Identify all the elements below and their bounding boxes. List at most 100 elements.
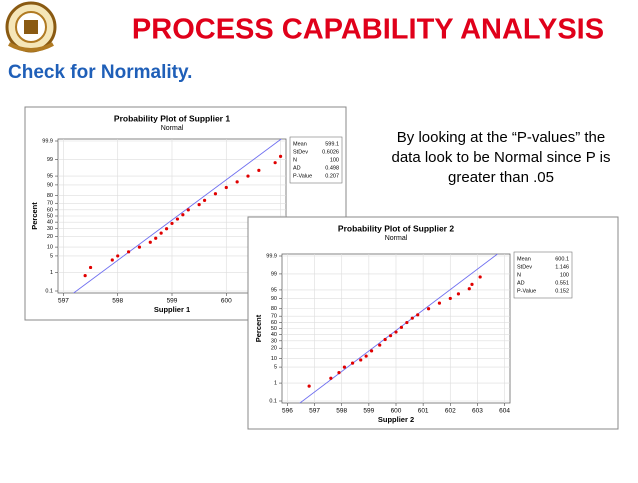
data-point (235, 180, 239, 184)
data-point (378, 343, 382, 347)
data-point (448, 296, 452, 301)
stats-value: 0.498 (325, 165, 339, 171)
stats-label: StDev (517, 264, 532, 270)
stats-value: 0.207 (325, 173, 339, 179)
data-point (437, 301, 442, 305)
y-tick-label: 99.9 (42, 138, 53, 144)
slide-title: PROCESS CAPABILITY ANALYSIS (132, 14, 604, 46)
data-point (342, 365, 347, 369)
x-tick-label: 599 (167, 298, 178, 305)
data-point (175, 217, 180, 221)
y-tick-label: 99 (47, 157, 53, 163)
stats-value: 1.146 (555, 264, 569, 270)
stats-label: N (517, 272, 521, 278)
x-tick-label: 597 (58, 298, 69, 305)
data-point (137, 245, 142, 249)
stats-label: P-Value (517, 288, 536, 294)
stats-label: Mean (293, 141, 307, 147)
data-point (126, 250, 131, 254)
x-tick-label: 604 (499, 408, 510, 415)
note: By looking at the “P-values” the data lo… (391, 129, 611, 186)
stats-value: 100 (560, 272, 569, 278)
data-point (470, 282, 474, 286)
data-point (388, 334, 393, 338)
plot-title: Probability Plot of Supplier 2 (338, 223, 454, 233)
x-tick-label: 602 (445, 408, 456, 415)
data-point (213, 192, 218, 196)
y-tick-label: 80 (47, 193, 53, 199)
y-tick-label: 0.1 (269, 398, 277, 404)
data-point (224, 185, 228, 190)
data-point (456, 292, 461, 296)
data-point (110, 258, 114, 262)
y-tick-label: 5 (274, 365, 277, 371)
stats-label: AD (293, 165, 301, 171)
data-point (359, 358, 363, 362)
data-point (410, 316, 414, 320)
stats-value: 100 (330, 157, 339, 163)
y-axis-label: Percent (30, 202, 39, 230)
data-point (307, 384, 311, 388)
fit-line (72, 139, 282, 293)
stats-value: 0.551 (555, 280, 569, 286)
y-tick-label: 5 (50, 253, 53, 259)
stats-label: P-Value (293, 173, 312, 179)
data-point (164, 227, 169, 231)
data-point (426, 307, 431, 311)
y-tick-label: 1 (50, 270, 53, 276)
stats-value: 0.6026 (322, 149, 339, 155)
y-tick-label: 70 (271, 314, 277, 320)
y-axis-label: Percent (254, 314, 263, 342)
data-point (416, 313, 420, 317)
data-point (246, 174, 250, 178)
y-tick-label: 30 (271, 338, 277, 344)
data-point (364, 354, 368, 358)
y-tick-label: 99.9 (266, 253, 277, 259)
y-tick-label: 20 (271, 346, 277, 352)
y-tick-label: 95 (271, 287, 277, 293)
y-tick-label: 40 (271, 332, 277, 338)
y-tick-label: 50 (271, 326, 277, 332)
data-point (405, 320, 409, 325)
data-point (399, 325, 404, 329)
stats-value: 0.152 (555, 288, 569, 294)
y-tick-label: 99 (271, 271, 277, 277)
y-tick-label: 10 (47, 245, 53, 251)
stats-box (513, 251, 573, 299)
x-tick-label: 600 (391, 408, 402, 415)
y-tick-label: 1 (274, 381, 277, 387)
x-tick-label: 597 (309, 408, 320, 415)
y-tick-label: 40 (47, 220, 53, 226)
stats-box (289, 136, 343, 184)
data-point (186, 208, 190, 212)
x-tick-label: 600 (221, 298, 232, 305)
stats-label: StDev (293, 149, 308, 155)
x-tick-label: 603 (472, 408, 483, 415)
data-point (83, 274, 87, 278)
data-point (170, 221, 174, 226)
data-point (383, 337, 387, 342)
plot-panel: Probability Plot of Supplier 2 Normal 0.1 1… (247, 216, 619, 430)
plot-subtitle: Normal (385, 235, 408, 242)
x-axis-label: Supplier 1 (154, 305, 190, 314)
data-point (337, 371, 341, 375)
data-point (350, 361, 355, 365)
y-tick-label: 30 (47, 226, 53, 232)
plot-title: Probability Plot of Supplier 1 (114, 113, 230, 123)
y-tick-label: 10 (271, 356, 277, 362)
plot-subtitle: Normal (161, 125, 184, 132)
y-tick-label: 20 (47, 234, 53, 240)
data-point (369, 349, 374, 353)
data-point (154, 236, 158, 240)
x-tick-label: 598 (336, 408, 347, 415)
data-point (116, 254, 120, 258)
x-tick-label: 598 (112, 298, 123, 305)
y-tick-label: 50 (47, 213, 53, 219)
stats-label: N (293, 157, 297, 163)
y-tick-label: 95 (47, 174, 53, 180)
data-point (478, 275, 482, 279)
data-point (202, 198, 207, 202)
x-tick-label: 601 (418, 408, 429, 415)
